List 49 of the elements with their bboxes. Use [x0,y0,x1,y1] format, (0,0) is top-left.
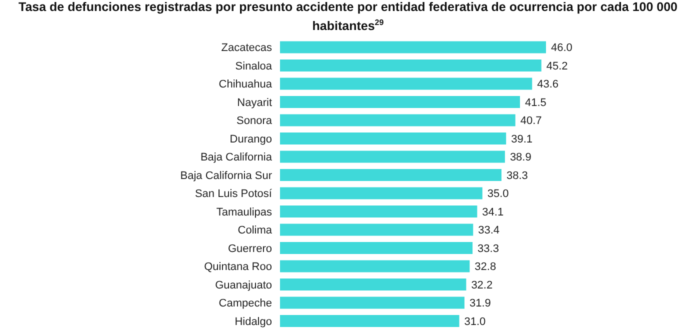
y-tick-label: Sonora [236,115,273,128]
y-tick-label: Guanajuato [215,279,272,292]
y-tick-label: Zacatecas [221,42,272,54]
bar [280,278,466,291]
y-tick-label: Chihuahua [218,78,273,91]
bar [280,41,546,54]
y-tick-label: Campeche [218,298,272,310]
bar [280,224,474,236]
data-label: 43.6 [537,78,559,91]
data-label: 31.9 [469,298,491,310]
bar [280,206,478,218]
bar [280,242,473,254]
bar [280,132,506,145]
y-tick-label: Durango [230,133,272,146]
data-label: 32.8 [474,261,496,274]
y-tick-label: San Luis Potosí [194,188,273,200]
data-label: 33.3 [478,243,499,256]
bar [280,96,520,108]
bar [280,187,482,200]
data-label: 34.1 [482,206,504,219]
data-label: 40.7 [520,115,542,128]
data-label: 35.0 [487,188,509,200]
bar [280,169,502,182]
chart-title: Tasa de defunciones registradas por presunto accidente por entidad federativa de ocurrencia por cada 100 000 habitantes$^{29}$ [18,0,678,34]
data-label: 31.0 [464,316,486,328]
y-tick-label: Colima [238,224,273,237]
y-tick-label: Quintana Roo [204,261,272,274]
y-tick-label: Baja California [200,152,273,164]
data-label: 46.0 [551,42,572,54]
y-tick-label: Nayarit [237,96,272,109]
data-label: 38.9 [510,152,532,164]
data-label: 38.3 [506,170,528,182]
data-label: 45.2 [546,60,568,73]
y-tick-label: Tamaulipas [216,206,272,218]
bar [280,114,516,126]
bar [280,315,460,328]
data-label: 39.1 [511,134,533,146]
bar [280,296,464,309]
bar [280,260,470,272]
y-tick-label: Guerrero [228,242,272,255]
data-label: 32.2 [471,280,493,292]
y-tick-label: Baja California Sur [180,170,272,182]
bar [280,60,542,72]
data-label: 33.4 [478,224,500,237]
data-label: 41.5 [524,97,546,110]
y-tick-label: Hidalgo [234,316,272,328]
y-tick-label: Sinaloa [235,60,273,72]
bar [280,78,532,90]
bar [280,150,505,163]
